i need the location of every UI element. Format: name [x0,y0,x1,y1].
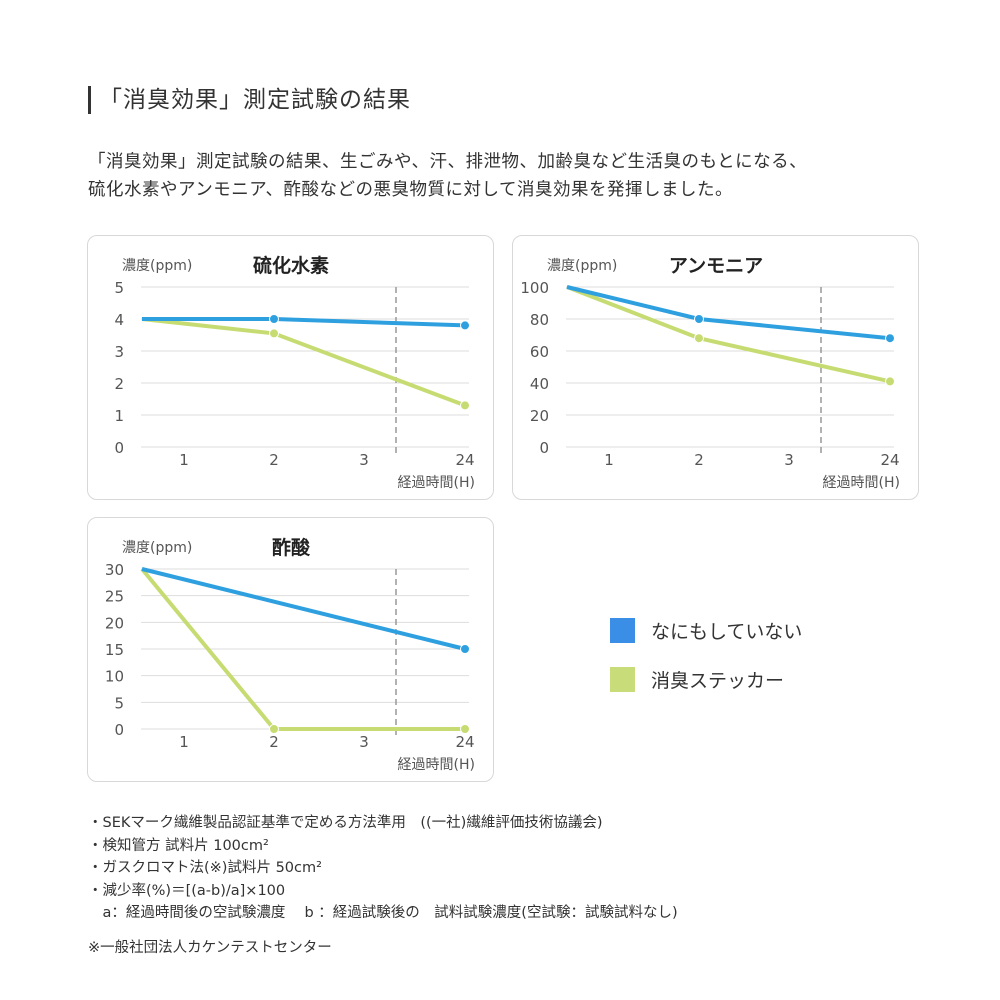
x-tick-label: 2 [269,733,279,751]
data-point [269,724,279,734]
series-line [566,285,891,341]
legend-swatch-green [610,667,635,692]
y-tick-label: 40 [530,375,549,393]
note-line: a：経過時間後の空試験濃度 b ：経過試験後の 試料試験濃度(空試験：試験試料な… [88,905,678,921]
y-tick-label: 3 [114,343,124,361]
data-point [460,320,470,331]
y-tick-label: 0 [114,439,124,457]
y-tick-label: 5 [114,279,124,297]
y-tick-label: 30 [105,561,124,579]
y-tick-label: 80 [530,311,549,329]
x-axis-label: 経過時間(H) [398,757,475,773]
x-tick-label: 24 [880,451,899,469]
note-line: ・減少率(%)＝[(a-b)/a]×100 [88,882,286,899]
x-tick-label: 3 [784,451,794,469]
y-axis-label: 濃度(ppm) [547,258,617,274]
y-tick-label: 2 [114,375,124,393]
y-tick-label: 20 [105,614,124,632]
legend-item-none: なにもしていない [610,617,802,644]
chart-svg: 濃度(ppm) 硫化水素 0 1 2 3 4 5 1 2 3 24 経過時間(H) [114,254,475,491]
y-tick-label: 100 [520,279,549,297]
legend-label: なにもしていない [651,621,803,643]
y-tick-label: 60 [530,343,549,361]
series-line [141,567,466,651]
x-axis-label: 経過時間(H) [823,475,900,491]
x-tick-label: 1 [179,451,189,469]
legend-item-sticker: 消臭ステッカー [610,666,784,693]
y-tick-label: 15 [105,641,124,659]
x-tick-label: 24 [455,733,474,751]
y-tick-label: 1 [114,407,124,425]
chart-panel-h2s: 濃度(ppm) 硫化水素 0 1 2 3 4 5 1 2 3 24 経過時間(H) [87,235,494,500]
data-point [460,724,470,734]
lead-line: 「消臭効果」測定試験の結果、生ごみや、汗、排泄物、加齢臭など生活臭のもとになる、 [88,152,808,172]
x-tick-label: 3 [359,733,369,751]
chart-title: アンモニア [669,255,763,277]
x-tick-label: 1 [604,451,614,469]
lead-text: 「消臭効果」測定試験の結果、生ごみや、汗、排泄物、加齢臭など生活臭のもとになる、… [88,148,807,204]
source-note: ※一般社団法人カケンテストセンター [88,940,332,956]
chart-panel-ammonia: 濃度(ppm) アンモニア 0 20 40 60 80 100 1 2 3 24 経過時間(H) [512,235,919,500]
data-point [460,644,470,654]
data-point [694,333,704,344]
chart-panel-acetic: 濃度(ppm) 酢酸 0 5 10 15 20 25 30 1 2 3 24 経過時間(H) [87,517,494,782]
legend-label: 消臭ステッカー [651,670,785,692]
data-point [460,400,470,411]
y-axis-label: 濃度(ppm) [122,540,192,556]
data-point [269,314,279,324]
y-tick-label: 25 [105,588,124,606]
note-line: ・検知管方 試料片 100cm² [88,837,269,854]
data-point [885,333,895,344]
lead-line: 硫化水素やアンモニア、酢酸などの悪臭物質に対して消臭効果を発揮しました。 [88,180,734,200]
chart-svg: 濃度(ppm) 酢酸 0 5 10 15 20 25 30 1 2 3 24 経過時間(H) [105,536,475,773]
data-point [269,328,279,339]
series-line [141,317,466,408]
y-tick-label: 0 [539,439,549,457]
data-point [694,314,704,324]
page-title: 「消臭効果」測定試験の結果 [88,86,411,114]
x-tick-label: 2 [694,451,704,469]
x-tick-label: 1 [179,733,189,751]
note-line: ・SEKマーク繊維製品認証基準で定める方法準用 ((一社)繊維評価技術協議会) [88,815,603,831]
y-tick-label: 5 [114,694,124,712]
notes: ・SEKマーク繊維製品認証基準で定める方法準用 ((一社)繊維評価技術協議会) ・… [88,812,678,925]
note-line: ・ガスクロマト法(※)試料片 50cm² [88,860,322,876]
x-tick-label: 2 [269,451,279,469]
data-point [885,376,895,387]
x-axis-label: 経過時間(H) [398,475,475,491]
y-tick-label: 20 [530,407,549,425]
chart-title: 酢酸 [272,536,311,559]
chart-title: 硫化水素 [253,254,329,277]
legend-swatch-blue [610,618,635,643]
y-tick-label: 10 [105,668,124,686]
y-tick-label: 4 [114,311,124,329]
y-axis-label: 濃度(ppm) [122,258,192,274]
y-tick-label: 0 [114,721,124,739]
x-tick-label: 24 [455,451,474,469]
x-tick-label: 3 [359,451,369,469]
chart-svg: 濃度(ppm) アンモニア 0 20 40 60 80 100 1 2 3 24 経過時間(H) [520,255,900,491]
